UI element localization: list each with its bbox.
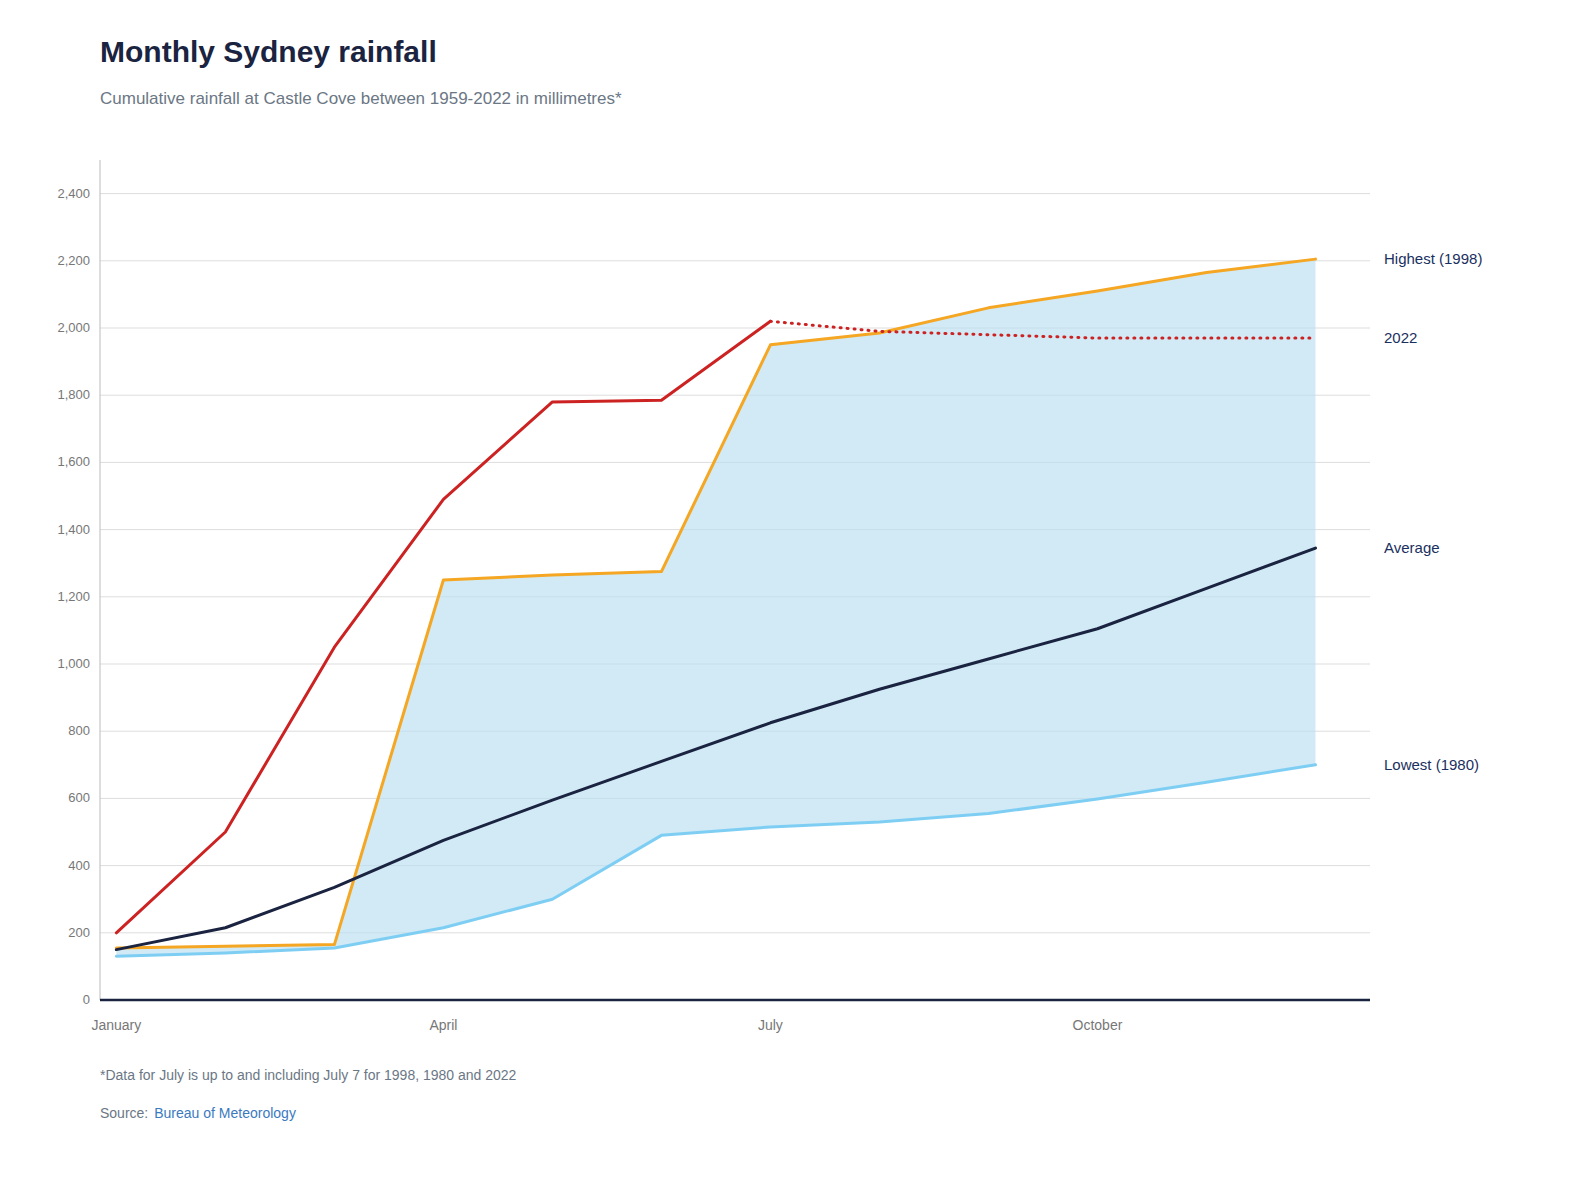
- y-tick-label: 1,800: [57, 387, 90, 402]
- y-tick-label: 1,400: [57, 522, 90, 537]
- y-tick-label: 800: [68, 723, 90, 738]
- y-tick-label: 1,600: [57, 454, 90, 469]
- y-tick-label: 0: [83, 992, 90, 1007]
- chart: Monthly Sydney rainfall Cumulative rainfa…: [0, 0, 1588, 1184]
- subtitle: Cumulative rainfall at Castle Cove betwe…: [100, 89, 622, 108]
- y-tick-label: 400: [68, 858, 90, 873]
- grid-line: [100, 865, 1370, 866]
- grid-line: [100, 1000, 1370, 1001]
- footnote: *Data for July is up to and including Ju…: [100, 1067, 517, 1083]
- y-tick-label: 200: [68, 925, 90, 940]
- series-label: Highest (1998): [1384, 250, 1482, 267]
- x-tick-label: April: [429, 1017, 457, 1033]
- y-tick-label: 2,000: [57, 320, 90, 335]
- y-tick-label: 1,000: [57, 656, 90, 671]
- grid-line: [100, 932, 1370, 933]
- line: [116, 765, 1315, 957]
- plot-area: [116, 259, 1315, 956]
- line: [116, 548, 1315, 950]
- series-label: Lowest (1980): [1384, 756, 1479, 773]
- y-tick-label: 2,400: [57, 186, 90, 201]
- x-tick-label: July: [758, 1017, 783, 1033]
- x-tick-label: October: [1073, 1017, 1123, 1033]
- line: [770, 321, 1315, 338]
- source-label: Source:: [100, 1105, 148, 1121]
- y-tick-label: 1,200: [57, 589, 90, 604]
- y-tick-label: 2,200: [57, 253, 90, 268]
- y-tick-label: 600: [68, 790, 90, 805]
- x-tick-label: January: [91, 1017, 141, 1033]
- grid-line: [100, 260, 1370, 261]
- grid-line: [100, 193, 1370, 194]
- line: [116, 321, 770, 933]
- series-label: Average: [1384, 539, 1440, 556]
- x-axis-line: [100, 999, 1370, 1002]
- title: Monthly Sydney rainfall: [100, 35, 437, 68]
- y-axis-line: [100, 160, 101, 1000]
- grid: [100, 194, 1370, 1000]
- band: [116, 259, 1315, 956]
- series-label: 2022: [1384, 329, 1417, 346]
- source: Bureau of Meteorology: [154, 1105, 296, 1121]
- line: [116, 259, 1315, 948]
